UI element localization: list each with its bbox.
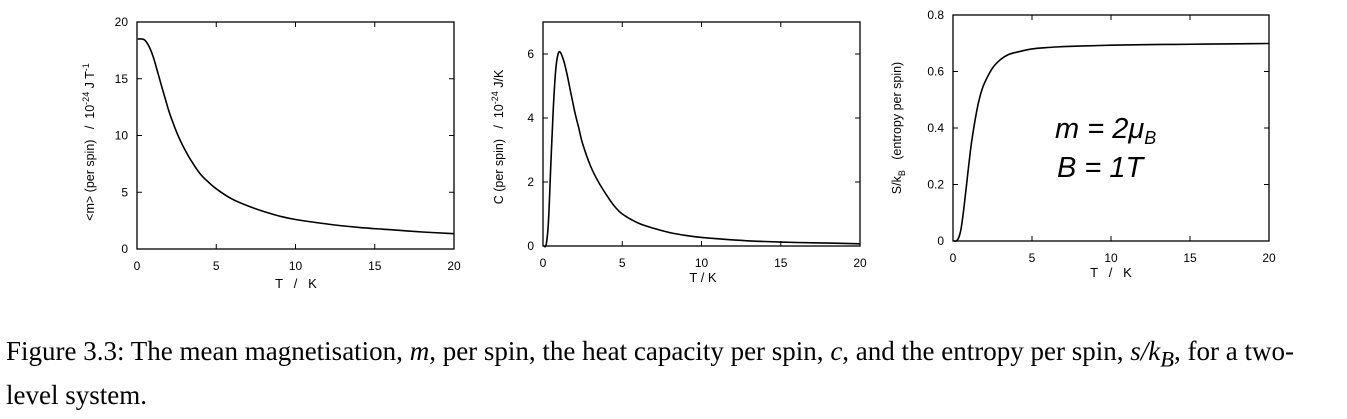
y-tick-label: 20 [115, 15, 129, 29]
y-tick-label: 0.4 [927, 121, 944, 135]
y-tick-label: 0 [121, 242, 128, 256]
y-tick-label: 10 [115, 129, 129, 143]
y-tick-label: 0.6 [927, 65, 944, 79]
y-tick-label: 4 [527, 111, 534, 125]
x-tick-label: 5 [213, 259, 220, 273]
x-axis-label: T / K [275, 276, 317, 291]
y-tick-label: 0.2 [927, 178, 944, 192]
heat-capacity-chart: 0 5 10 15 20 0 2 4 6 T / K C (per spin) / 10-24… [490, 21, 867, 285]
x-tick-label: 10 [1104, 251, 1118, 265]
y-tick-label: 15 [115, 72, 129, 86]
x-tick-label: 15 [774, 256, 788, 270]
x-tick-label: 20 [1262, 251, 1276, 265]
x-tick-labels: 0 5 10 15 20 [134, 22, 461, 273]
y-axis-label: <m> (per spin) / 10-24 J T-1 [81, 63, 97, 221]
y-tick-labels: 0 5 10 15 20 [115, 15, 454, 256]
figure-caption: Figure 3.3: The mean magnetisation, m, p… [6, 336, 1294, 411]
x-tick-label: 10 [695, 256, 709, 270]
y-axis-label: S/kB (entropy per spin) [890, 62, 907, 194]
x-tick-label: 0 [134, 259, 141, 273]
x-tick-label: 5 [619, 256, 626, 270]
magnetisation-chart: 0 5 10 15 20 0 5 10 15 20 T / K <m> (per spin) /… [81, 15, 461, 291]
x-tick-label: 0 [540, 256, 547, 270]
x-tick-label: 20 [447, 259, 461, 273]
x-axis-label: T / K [1090, 265, 1132, 280]
plot-frame [136, 21, 455, 250]
y-tick-labels: 0 2 4 6 [527, 47, 860, 253]
series-line-entropy [953, 42, 1270, 243]
y-axis-label: C (per spin) / 10-24 J/K [490, 69, 506, 204]
y-tick-label: 0.8 [927, 8, 944, 22]
x-tick-label: 5 [1029, 251, 1036, 265]
caption-prefix: Figure 3.3: [6, 336, 125, 366]
x-tick-label: 15 [368, 259, 382, 273]
series-line-magnetisation [137, 38, 455, 235]
plot-frame [542, 21, 861, 247]
handwritten-annotation-line1: m = 2μB [1055, 113, 1156, 148]
y-tick-label: 5 [121, 185, 128, 199]
y-tick-labels: 0 0.2 0.4 0.6 0.8 [927, 8, 1269, 248]
y-tick-label: 2 [527, 175, 534, 189]
x-tick-labels: 0 5 10 15 20 [950, 15, 1276, 265]
x-tick-label: 10 [289, 259, 303, 273]
x-tick-label: 15 [1183, 251, 1197, 265]
x-tick-label: 20 [853, 256, 867, 270]
entropy-chart: 0 5 10 15 20 0 0.2 0.4 0.6 0.8 T / K S/kB (entro… [890, 8, 1276, 280]
x-tick-labels: 0 5 10 15 20 [540, 22, 867, 270]
x-axis-label: T / K [689, 270, 717, 285]
y-tick-label: 0 [937, 234, 944, 248]
y-tick-label: 0 [527, 239, 534, 253]
handwritten-annotation-line2: B = 1T [1057, 152, 1146, 184]
series-line-heat-capacity [543, 50, 861, 248]
x-tick-label: 0 [950, 251, 957, 265]
y-tick-label: 6 [527, 47, 534, 61]
